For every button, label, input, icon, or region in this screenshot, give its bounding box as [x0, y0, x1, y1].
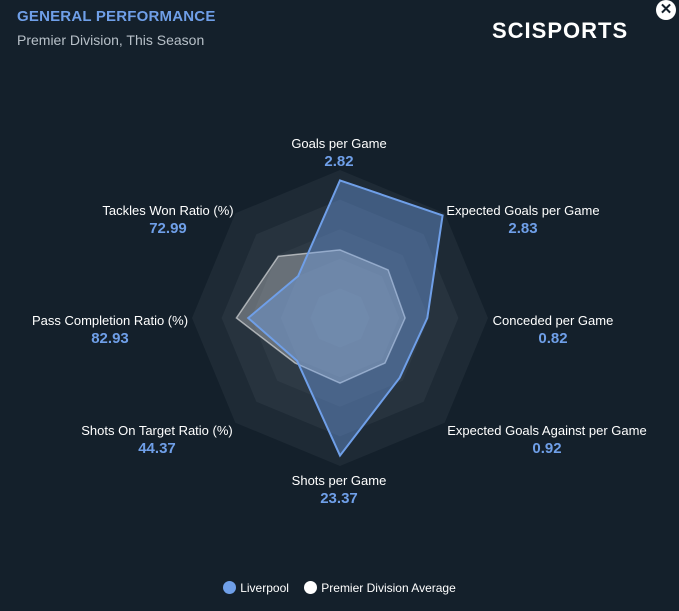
axis-value-8: 72.99	[149, 220, 187, 237]
axis-label-8: Tackles Won Ratio (%)	[102, 203, 233, 218]
axis-value-3: 0.82	[538, 330, 567, 347]
axis-value-4: 0.92	[532, 440, 561, 457]
chart-legend: Liverpool Premier Division Average	[0, 581, 679, 595]
series-average-area	[235, 249, 406, 384]
scisports-logo: SCISPORTS	[492, 18, 629, 43]
axis-label-3: Conceded per Game	[493, 313, 614, 328]
legend-item-average[interactable]: Premier Division Average	[304, 581, 456, 595]
axis-label-7: Pass Completion Ratio (%)	[32, 313, 188, 328]
axis-label-2: Expected Goals per Game	[446, 203, 599, 218]
close-icon[interactable]: ✕	[656, 0, 676, 20]
legend-dot-average	[304, 581, 318, 594]
axis-label-5: Shots per Game	[292, 473, 387, 488]
axis-value-2: 2.83	[508, 220, 537, 237]
axis-value-6: 44.37	[138, 440, 176, 457]
legend-label-liverpool: Liverpool	[240, 581, 289, 595]
series-liverpool-area	[246, 179, 444, 458]
chart-subtitle: Premier Division, This Season	[17, 32, 205, 48]
axis-value-5: 23.37	[320, 490, 358, 507]
axis-label-4: Expected Goals Against per Game	[447, 423, 646, 438]
axis-value-1: 2.82	[324, 153, 353, 170]
grid-ring-5	[310, 288, 370, 348]
axis-value-7: 82.93	[91, 330, 129, 347]
axis-label-6: Shots On Target Ratio (%)	[81, 423, 233, 438]
legend-dot-liverpool	[223, 581, 237, 594]
legend-item-liverpool[interactable]: Liverpool	[223, 581, 289, 595]
legend-label-average: Premier Division Average	[321, 581, 456, 595]
axis-label-1: Goals per Game	[291, 136, 386, 151]
chart-title: GENERAL PERFORMANCE	[17, 8, 216, 25]
